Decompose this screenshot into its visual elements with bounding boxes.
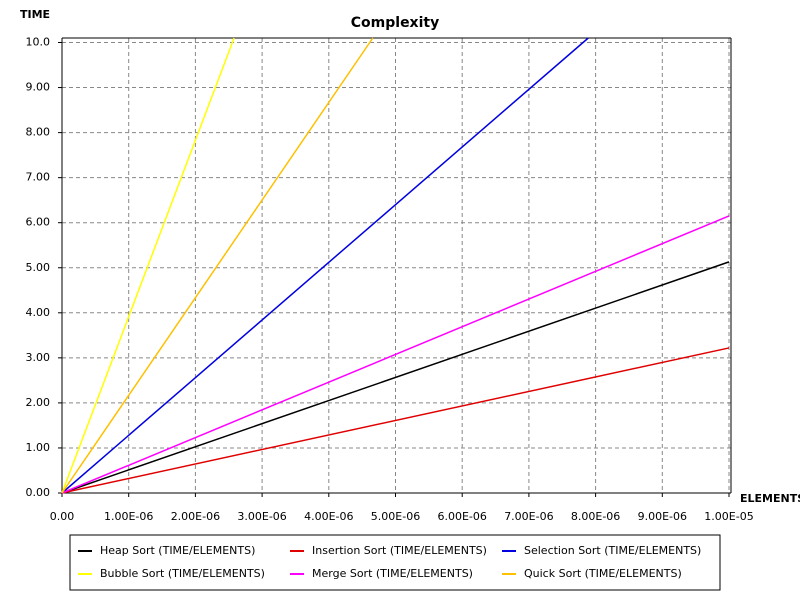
x-tick-label: 7.00E-06 bbox=[504, 510, 553, 523]
x-tick-label: 6.00E-06 bbox=[437, 510, 486, 523]
x-tick-label: 5.00E-06 bbox=[371, 510, 420, 523]
y-tick-label: 4.00 bbox=[26, 306, 51, 319]
legend-box bbox=[69, 534, 721, 591]
x-tick-label: 2.00E-06 bbox=[171, 510, 220, 523]
x-tick-label: 4.00E-06 bbox=[304, 510, 353, 523]
y-tick-label: 10.0 bbox=[26, 36, 51, 49]
y-tick-label: 0.00 bbox=[26, 486, 51, 499]
y-tick-label: 9.00 bbox=[26, 81, 51, 94]
x-axis-label: ELEMENTS bbox=[740, 492, 800, 505]
y-tick-label: 1.00 bbox=[26, 441, 51, 454]
y-tick-label: 5.00 bbox=[26, 261, 51, 274]
y-tick-label: 2.00 bbox=[26, 396, 51, 409]
x-tick-label: 8.00E-06 bbox=[571, 510, 620, 523]
series-line bbox=[61, 215, 730, 494]
y-tick-label: 6.00 bbox=[26, 216, 51, 229]
legend-label: Merge Sort (TIME/ELEMENTS) bbox=[312, 567, 473, 580]
series-line bbox=[61, 37, 589, 494]
x-tick-label: 9.00E-06 bbox=[638, 510, 687, 523]
legend-label: Selection Sort (TIME/ELEMENTS) bbox=[524, 544, 701, 557]
y-tick-label: 8.00 bbox=[26, 126, 51, 139]
chart-title: Complexity bbox=[351, 15, 439, 31]
legend-label: Heap Sort (TIME/ELEMENTS) bbox=[100, 544, 255, 557]
legend-label: Bubble Sort (TIME/ELEMENTS) bbox=[100, 567, 265, 580]
x-tick-label: 1.00E-06 bbox=[104, 510, 153, 523]
x-tick-label: 0.00 bbox=[50, 510, 75, 523]
legend-label: Quick Sort (TIME/ELEMENTS) bbox=[524, 567, 682, 580]
series-line bbox=[61, 37, 235, 494]
y-axis-label: TIME bbox=[20, 8, 50, 21]
series-line bbox=[61, 347, 730, 494]
y-tick-label: 7.00 bbox=[26, 171, 51, 184]
x-tick-label: 1.00E-05 bbox=[704, 510, 753, 523]
series-line bbox=[61, 37, 374, 494]
y-tick-label: 3.00 bbox=[26, 351, 51, 364]
x-tick-label: 3.00E-06 bbox=[237, 510, 286, 523]
series-line bbox=[61, 261, 730, 494]
legend-label: Insertion Sort (TIME/ELEMENTS) bbox=[312, 544, 487, 557]
